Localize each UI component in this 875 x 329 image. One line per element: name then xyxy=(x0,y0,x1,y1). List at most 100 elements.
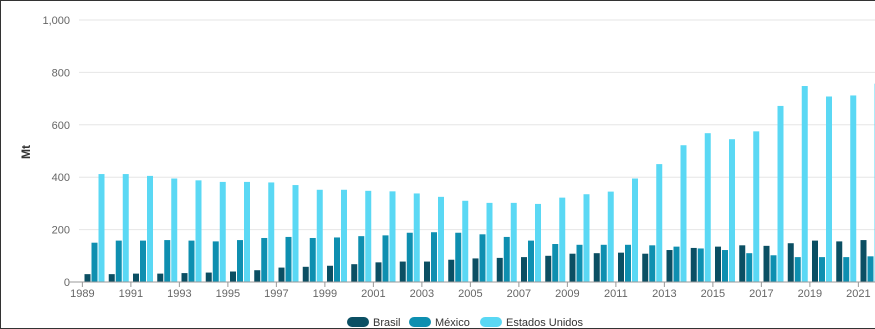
legend-item-mxico[interactable]: México xyxy=(409,317,470,329)
bar-mxico-2011 xyxy=(625,244,631,282)
bar-brasil-1990 xyxy=(108,274,115,282)
bar-mxico-2014 xyxy=(697,248,704,282)
bar-brasil-1998 xyxy=(302,266,309,282)
bar-mxico-2001 xyxy=(382,235,389,282)
bar-brasil-2011 xyxy=(618,252,624,282)
x-axis-ticks: 1989 1991 1993 1995 1997 1999 2001 2003 2005 2007… xyxy=(70,282,871,300)
bar-brasil-2001 xyxy=(375,262,382,282)
bar-brasil-2019 xyxy=(812,240,818,282)
bar-brasil-1994 xyxy=(205,272,212,282)
x-tick-label: 2015 xyxy=(701,288,725,300)
bar-estados-unidos-2008 xyxy=(559,197,566,282)
bar-brasil-1991 xyxy=(133,273,139,282)
y-tick-label: 0 xyxy=(64,277,70,289)
bar-estados-unidos-2018 xyxy=(801,86,808,282)
bar-mxico-1996 xyxy=(261,237,268,282)
bar-mxico-2015 xyxy=(722,250,728,282)
legend-item-estados-unidos[interactable]: Estados Unidos xyxy=(480,317,584,329)
x-tick-label: 1991 xyxy=(119,288,143,300)
x-tick-label: 2013 xyxy=(652,288,676,300)
bar-mxico-1997 xyxy=(285,236,292,282)
grid-lines xyxy=(79,19,875,231)
bar-brasil-1992 xyxy=(157,273,164,282)
bar-brasil-2015 xyxy=(715,246,721,282)
bar-mxico-2008 xyxy=(552,244,559,282)
bar-mxico-1992 xyxy=(164,240,171,282)
bar-brasil-2000 xyxy=(351,264,358,282)
bar-estados-unidos-2017 xyxy=(777,105,784,282)
x-tick-label: 1995 xyxy=(216,288,240,300)
bar-mxico-2016 xyxy=(746,253,753,282)
bar-brasil-2005 xyxy=(472,258,479,282)
bar-mxico-2019 xyxy=(819,257,825,282)
bar-mxico-1995 xyxy=(237,240,243,282)
legend[interactable]: Brasil México Estados Unidos xyxy=(347,317,584,329)
y-axis-label: Mt xyxy=(19,145,33,159)
bar-mxico-2003 xyxy=(431,232,437,282)
bar-estados-unidos-2019 xyxy=(826,96,832,282)
bar-estados-unidos-2004 xyxy=(462,200,469,282)
bar-mxico-2021 xyxy=(867,256,874,282)
x-tick-label: 1993 xyxy=(167,288,191,300)
bar-brasil-2010 xyxy=(593,253,600,282)
bar-brasil-2008 xyxy=(545,255,552,282)
legend-swatch xyxy=(409,317,431,327)
bar-estados-unidos-2009 xyxy=(583,194,590,282)
bar-mxico-2012 xyxy=(649,245,656,282)
bar-brasil-2021 xyxy=(860,240,867,282)
bar-estados-unidos-2000 xyxy=(365,190,372,282)
bar-estados-unidos-1998 xyxy=(316,189,323,282)
bar-estados-unidos-1992 xyxy=(171,178,178,282)
x-tick-label: 2003 xyxy=(410,288,434,300)
bar-mxico-2006 xyxy=(503,236,510,282)
legend-label: Estados Unidos xyxy=(506,317,584,329)
bar-brasil-2003 xyxy=(424,261,430,282)
y-tick-label: 1,000 xyxy=(42,15,70,27)
legend-item-brasil[interactable]: Brasil xyxy=(347,317,401,329)
bar-mxico-2005 xyxy=(479,234,486,282)
x-tick-label: 2001 xyxy=(361,288,385,300)
bar-brasil-1996 xyxy=(254,270,261,282)
y-axis-ticks: 0 200 400 600 800 1,000 xyxy=(42,15,70,289)
bar-brasil-2017 xyxy=(763,245,770,282)
bar-mxico-1999 xyxy=(334,237,340,282)
bar-estados-unidos-2014 xyxy=(704,133,711,282)
bar-mxico-1989 xyxy=(91,242,98,282)
x-tick-label: 2005 xyxy=(458,288,482,300)
bar-brasil-1995 xyxy=(230,271,236,282)
bar-mxico-2010 xyxy=(600,244,607,282)
bar-brasil-2018 xyxy=(787,243,794,282)
legend-label: Brasil xyxy=(373,317,401,329)
bar-brasil-1999 xyxy=(327,265,333,282)
y-tick-label: 600 xyxy=(52,120,70,132)
bar-estados-unidos-2013 xyxy=(680,145,687,282)
x-tick-label: 1999 xyxy=(313,288,337,300)
bar-mxico-2018 xyxy=(794,257,801,282)
bar-estados-unidos-1997 xyxy=(292,185,299,282)
bar-brasil-2004 xyxy=(448,259,455,282)
bar-estados-unidos-2002 xyxy=(413,193,420,282)
bar-brasil-2002 xyxy=(399,261,406,282)
bar-estados-unidos-1994 xyxy=(219,181,226,282)
bar-estados-unidos-2005 xyxy=(486,202,493,282)
x-tick-label: 1989 xyxy=(70,288,94,300)
bar-mxico-2009 xyxy=(576,244,583,282)
bar-estados-unidos-2003 xyxy=(438,196,444,282)
bar-brasil-1997 xyxy=(278,267,285,282)
x-tick-label: 2009 xyxy=(555,288,579,300)
legend-swatch xyxy=(480,317,502,327)
bar-estados-unidos-2007 xyxy=(535,203,541,282)
bar-brasil-1993 xyxy=(181,273,188,282)
x-tick-label: 2011 xyxy=(604,288,628,300)
legend-swatch xyxy=(347,317,369,327)
bar-estados-unidos-2011 xyxy=(632,178,638,282)
bar-mxico-2013 xyxy=(673,246,680,282)
bar-estados-unidos-1995 xyxy=(244,181,250,282)
bar-estados-unidos-2020 xyxy=(850,95,857,283)
y-tick-label: 200 xyxy=(52,225,70,237)
bar-estados-unidos-1993 xyxy=(195,180,202,282)
x-tick-label: 2021 xyxy=(846,288,870,300)
bar-estados-unidos-2006 xyxy=(510,202,517,282)
x-tick-label: 1997 xyxy=(264,288,288,300)
